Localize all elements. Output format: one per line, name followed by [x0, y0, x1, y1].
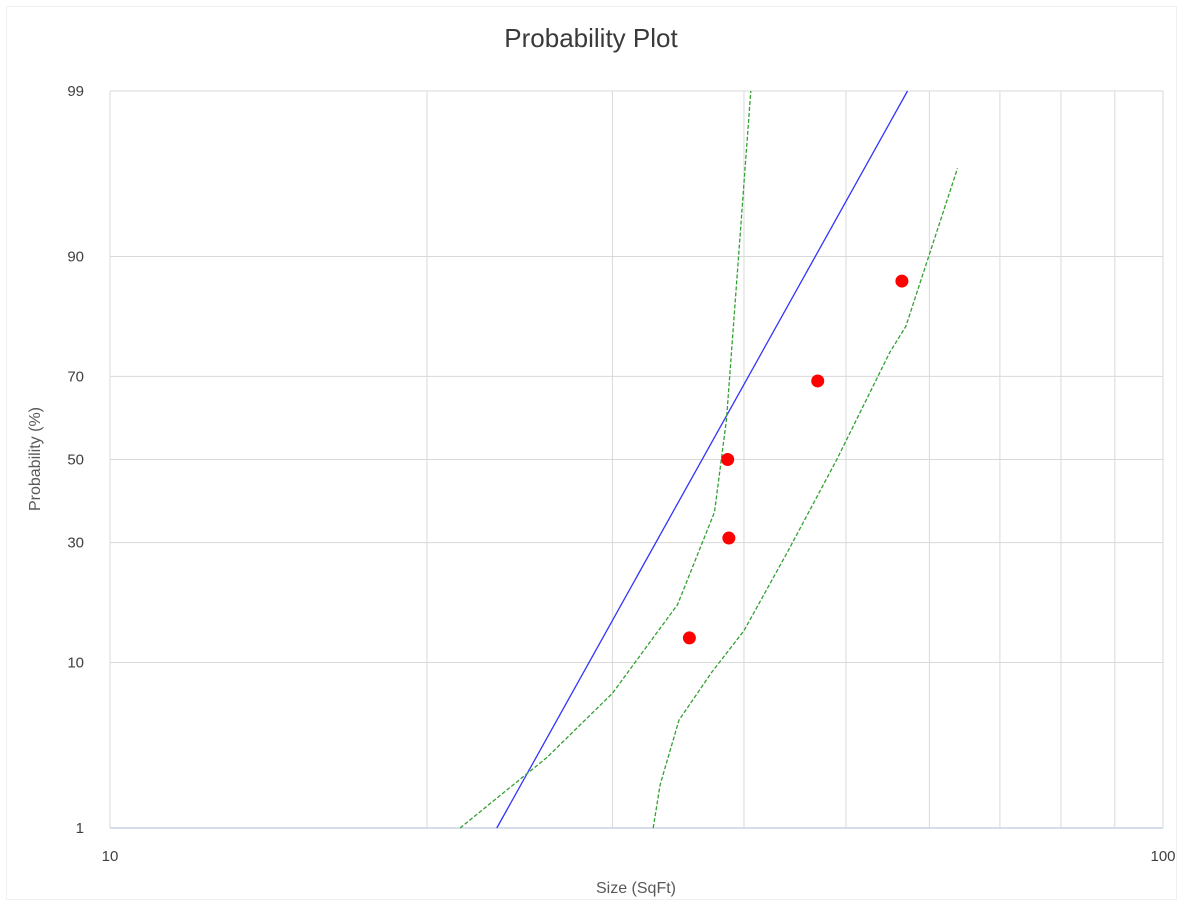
- data-point: [722, 531, 736, 545]
- x-tick-label: 100: [1150, 848, 1175, 865]
- y-tick-label: 30: [67, 535, 84, 552]
- data-point: [721, 453, 735, 466]
- x-axis-label: Size (SqFt): [596, 880, 676, 897]
- y-tick-label: 50: [67, 452, 84, 469]
- y-tick-label: 99: [67, 83, 84, 100]
- tick-layer: 1 10 30 50 70 90 99 10 100: [67, 83, 1175, 865]
- x-tick-label: 10: [102, 848, 119, 865]
- grid-layer: [109, 90, 1164, 829]
- data-point: [682, 631, 696, 645]
- y-axis-label: Probability (%): [27, 407, 44, 511]
- y-tick-label: 90: [67, 248, 84, 265]
- y-tick-label: 10: [67, 655, 84, 672]
- chart-title: Probability Plot: [504, 23, 678, 53]
- y-tick-label: 70: [67, 368, 84, 385]
- confidence-bound-line: [459, 90, 752, 829]
- y-tick-label: 1: [76, 820, 84, 837]
- fit-line: [496, 90, 909, 829]
- data-point: [895, 274, 909, 288]
- data-point: [811, 374, 825, 388]
- series-layer: [459, 90, 959, 829]
- confidence-bound-line: [652, 168, 959, 829]
